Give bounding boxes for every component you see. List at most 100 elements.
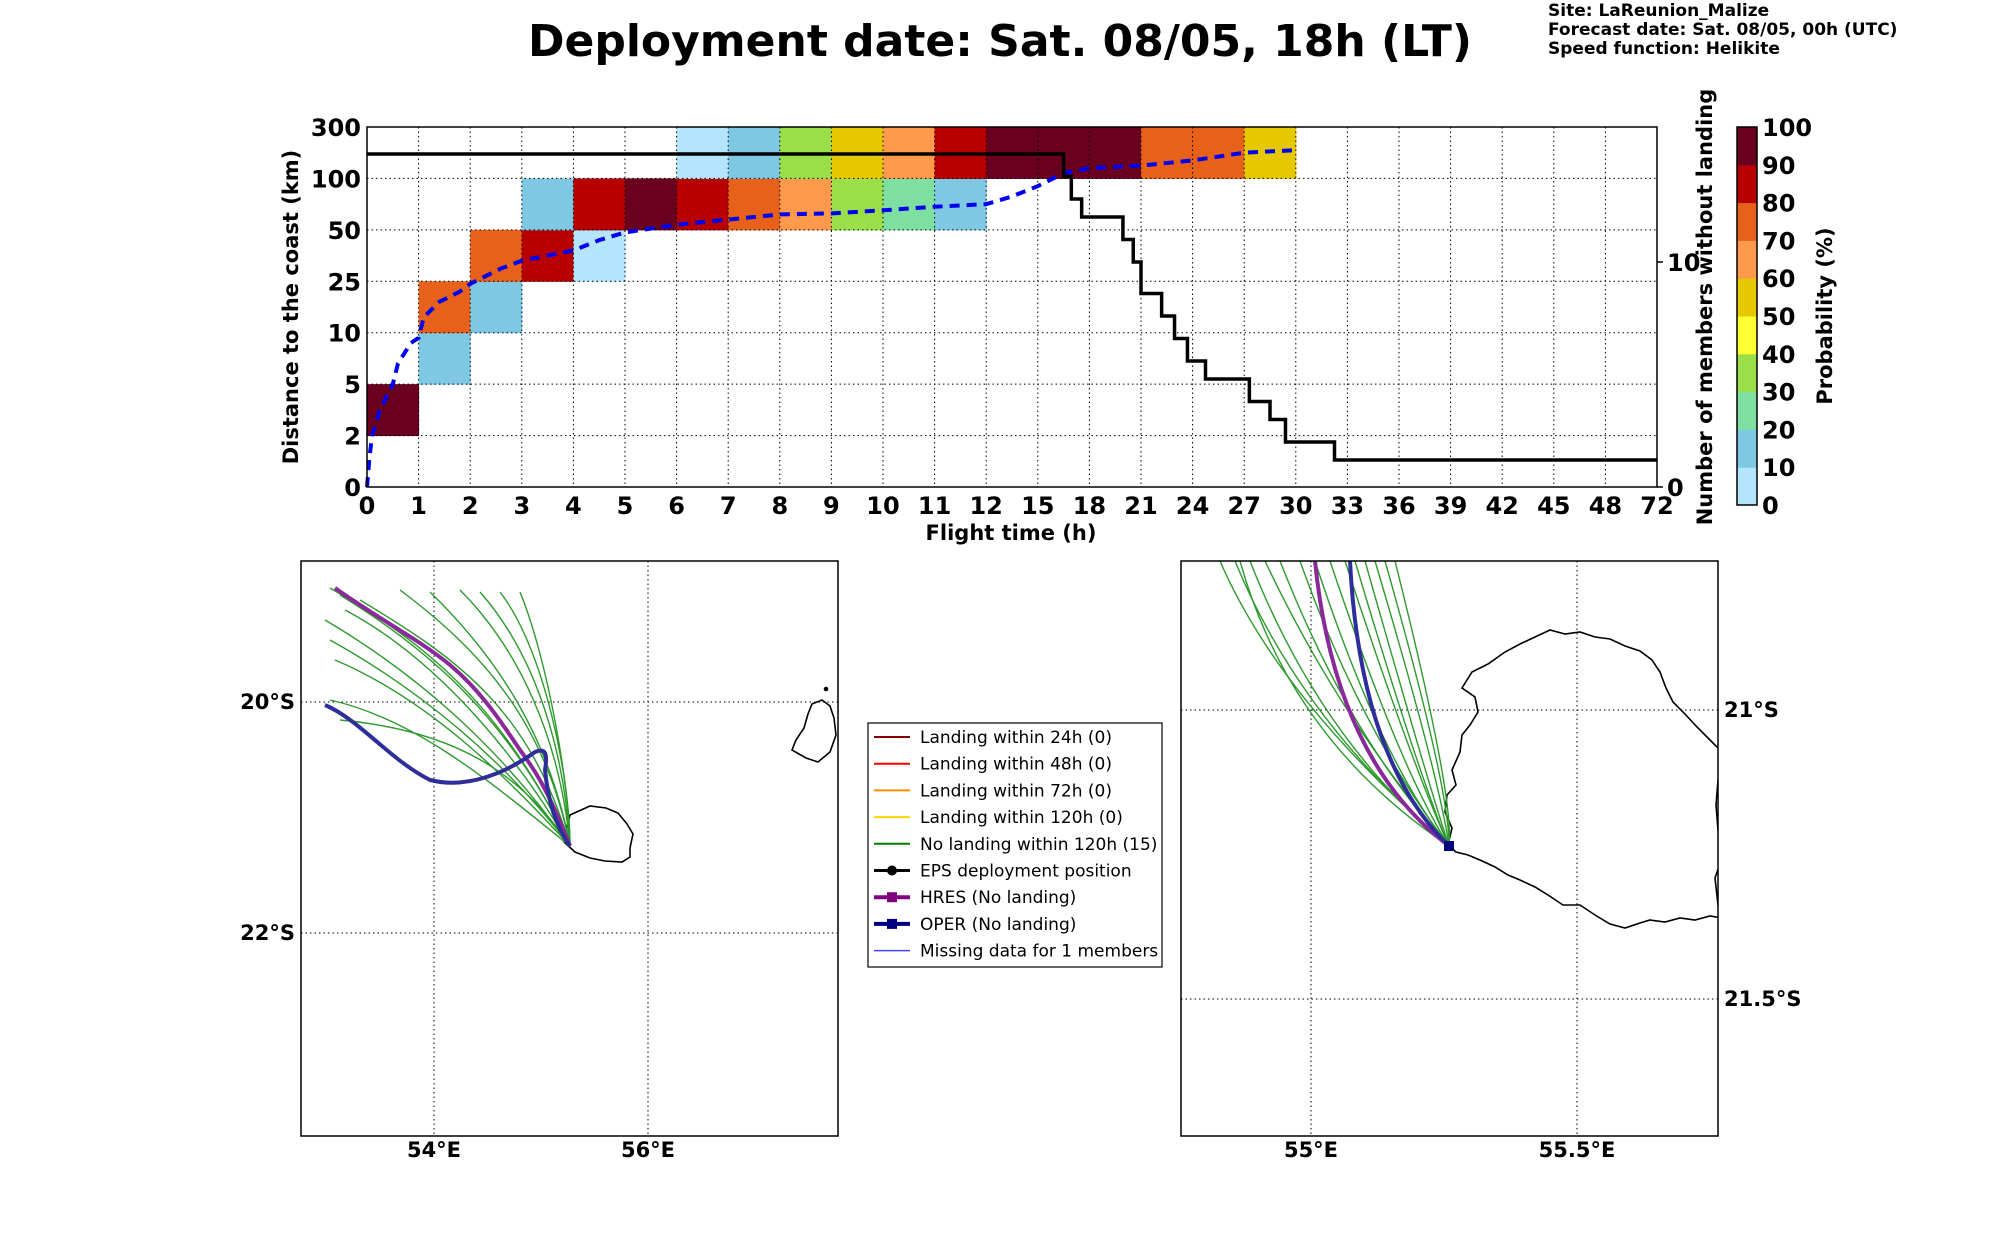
- map-right-ytick-21-5: 21.5°S: [1724, 987, 1801, 1011]
- legend-label-0: Landing within 24h (0): [920, 728, 1112, 748]
- x-tick-10: 10: [866, 492, 899, 520]
- y-tick-300: 300: [311, 114, 361, 142]
- heatmap-cell-24: [1089, 127, 1142, 179]
- eps-member-track-right-7: [1329, 561, 1450, 847]
- map-left-trajectories: [324, 586, 572, 848]
- map-left: 54°E 56°E 20°S 22°S: [240, 560, 839, 1162]
- eps-member-track-right-10: [1364, 561, 1450, 847]
- legend-entry-6: HRES (No landing): [874, 888, 1076, 908]
- x-tick-4: 4: [565, 492, 582, 520]
- x-tick-8: 8: [771, 492, 788, 520]
- heatmap-cell-3: [470, 281, 523, 334]
- legend-entry-1: Landing within 48h (0): [874, 755, 1112, 775]
- y-tick-25: 25: [328, 268, 361, 296]
- colorbar-label: Probability (%): [1813, 227, 1837, 404]
- eps-member-track-right-12: [1384, 561, 1450, 847]
- eps-member-track-left-6: [339, 719, 571, 847]
- eps-member-track-left-3: [329, 639, 571, 847]
- legend-label-8: Missing data for 1 members: [920, 942, 1158, 962]
- legend-entry-3: Landing within 120h (0): [874, 808, 1123, 828]
- x-tick-3: 3: [513, 492, 530, 520]
- colorbar-tick-30: 30: [1762, 379, 1795, 407]
- eps-member-track-left-11: [479, 591, 571, 847]
- heatmap-cell-16: [831, 178, 884, 231]
- heatmap-cell-9: [625, 178, 678, 231]
- map-right-xtick-55: 55°E: [1284, 1138, 1338, 1162]
- colorbar-band-7: [1737, 202, 1757, 241]
- colorbar-tick-50: 50: [1762, 303, 1795, 331]
- eps-member-track-right-14: [1239, 561, 1450, 847]
- right-tick-10: 10: [1667, 249, 1700, 277]
- legend-frame: [867, 722, 1163, 968]
- map-right: 55°E 55.5°E 21°S 21.5°S: [1180, 560, 1801, 1162]
- map-left-frame: [300, 560, 839, 1137]
- x-tick-36: 36: [1382, 492, 1415, 520]
- eps-member-track-left-13: [519, 591, 571, 847]
- eps-member-track-right-11: [1374, 561, 1450, 847]
- x-tick-9: 9: [823, 492, 840, 520]
- heatmap-cell-12: [728, 178, 781, 231]
- heatmap-cell-14: [779, 178, 832, 231]
- info-block: Site: LaReunion_Malize Forecast date: Sa…: [1548, 2, 1897, 59]
- colorbar: 0 10 20 30 40 50 60 70 80 90 100 Probability (%): [1736, 114, 1837, 520]
- y-tick-5: 5: [344, 371, 361, 399]
- x-tick-5: 5: [617, 492, 634, 520]
- heatmap-cell-25: [1141, 127, 1194, 179]
- colorbar-tick-40: 40: [1762, 341, 1795, 369]
- x-tick-21: 21: [1124, 492, 1157, 520]
- legend: Landing within 24h (0) Landing within 48h…: [867, 722, 1163, 968]
- legend-marker-7: [887, 918, 897, 929]
- map-left-gridlines: [301, 561, 838, 1136]
- colorbar-tick-60: 60: [1762, 265, 1795, 293]
- right-axis-label: Number of members without landing: [1693, 89, 1717, 526]
- legend-entry-4: No landing within 120h (15): [874, 835, 1157, 855]
- map-right-xtick-55-5: 55.5°E: [1539, 1138, 1616, 1162]
- map-left-background: [301, 561, 838, 1136]
- y-tick-50: 50: [328, 217, 361, 245]
- eps-member-track-right-9: [1354, 561, 1450, 847]
- oper-deployment-marker: [1444, 841, 1454, 851]
- legend-entries: Landing within 24h (0) Landing within 48h…: [874, 728, 1158, 962]
- heatmap-series: [365, 148, 1657, 488]
- y-axis-label: Distance to the coast (km): [279, 150, 303, 465]
- eps-member-track-left-14: [344, 609, 571, 847]
- heatmap-cell-1: [418, 332, 471, 385]
- x-tick-39: 39: [1434, 492, 1467, 520]
- legend-entry-7: OPER (No landing): [874, 915, 1076, 935]
- map-right-trajectories: [1219, 561, 1451, 848]
- legend-entry-2: Landing within 72h (0): [874, 781, 1112, 801]
- legend-label-6: HRES (No landing): [920, 888, 1076, 908]
- eps-member-track-left-1: [339, 594, 571, 847]
- colorbar-tick-10: 10: [1762, 454, 1795, 482]
- colorbar-tick-20: 20: [1762, 416, 1795, 444]
- x-tick-1: 1: [410, 492, 427, 520]
- colorbar-band-6: [1737, 240, 1757, 279]
- eps-member-track-left-4: [334, 659, 571, 847]
- map-left-ytick-20: 20°S: [240, 690, 295, 714]
- x-tick-2: 2: [462, 492, 479, 520]
- x-tick-7: 7: [720, 492, 737, 520]
- colorbar-tick-100: 100: [1762, 114, 1812, 142]
- x-tick-6: 6: [668, 492, 685, 520]
- mauritius-island-outline: [790, 699, 837, 763]
- heatmap-cell-7: [573, 229, 626, 282]
- colorbar-tick-70: 70: [1762, 227, 1795, 255]
- forecast-date-label: Forecast date: Sat. 08/05, 00h (UTC): [1548, 20, 1898, 40]
- members-without-landing-line: [367, 152, 1657, 462]
- map-left-xtick-54: 54°E: [407, 1138, 461, 1162]
- x-axis-label: Flight time (h): [926, 521, 1097, 545]
- legend-entry-0: Landing within 24h (0): [874, 728, 1112, 748]
- heatmap-cell-2: [418, 281, 471, 334]
- heatmap-cell-20: [934, 178, 987, 231]
- heatmap-frame: [366, 126, 1658, 488]
- colorbar-band-0: [1737, 467, 1757, 506]
- hres-track-left: [333, 586, 572, 847]
- chart-title: Deployment date: Sat. 08/05, 18h (LT): [527, 16, 1473, 67]
- x-tick-labels: 0 1 2 3 4 5 6 7 8 9 10 11 12 15 18 21 24 27 30 33 36 39 42 45 48…: [359, 492, 1674, 520]
- eps-member-track-left-2: [324, 619, 571, 847]
- distance-median-line: [365, 148, 1296, 488]
- eps-member-track-left-9: [429, 591, 571, 847]
- colorbar-tick-0: 0: [1762, 492, 1779, 520]
